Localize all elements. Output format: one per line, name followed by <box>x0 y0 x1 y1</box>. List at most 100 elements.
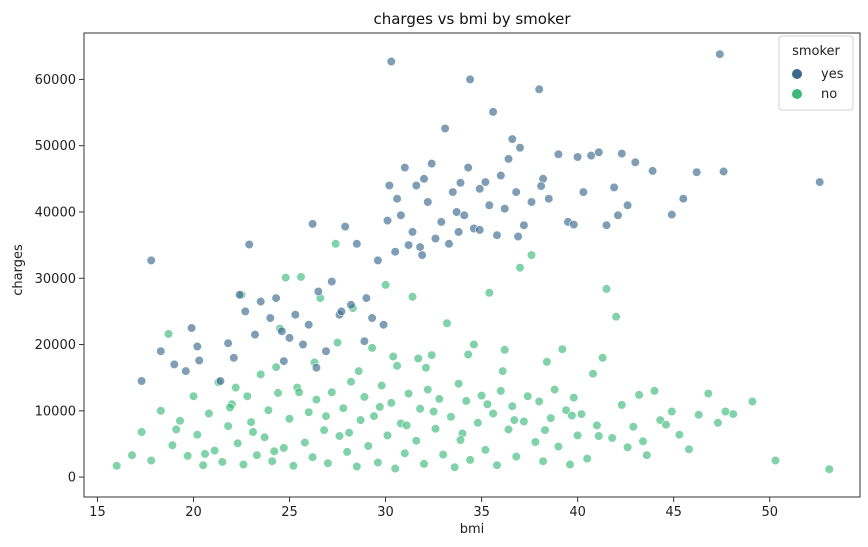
data-point-no <box>542 357 552 367</box>
data-point-yes <box>192 341 202 352</box>
data-point-yes <box>718 166 729 177</box>
data-point-yes <box>503 154 514 164</box>
data-point-no <box>523 391 533 401</box>
data-point-no <box>511 452 521 462</box>
data-point-no <box>482 399 493 409</box>
data-point-yes <box>475 225 485 235</box>
data-point-no <box>373 457 383 468</box>
data-point-no <box>342 447 352 457</box>
legend-marker-yes <box>792 69 802 79</box>
data-point-no <box>442 318 452 328</box>
data-point-yes <box>630 157 640 167</box>
data-point-yes <box>452 207 462 217</box>
data-point-no <box>242 391 252 401</box>
data-point-no <box>463 349 473 360</box>
data-point-no <box>321 411 331 421</box>
data-point-no <box>323 458 333 468</box>
data-point-yes <box>511 187 521 197</box>
x-tick-label: 40 <box>569 505 586 520</box>
data-point-yes <box>400 163 410 173</box>
data-point-no <box>530 437 541 447</box>
data-point-yes <box>430 233 441 244</box>
data-point-no <box>747 396 758 407</box>
data-point-no <box>167 440 177 450</box>
legend-label-yes: yes <box>821 67 844 82</box>
data-point-no <box>473 418 483 428</box>
data-point-yes <box>407 227 418 237</box>
data-point-yes <box>647 166 658 176</box>
data-point-yes <box>417 250 427 260</box>
data-point-no <box>331 239 341 249</box>
data-point-yes <box>137 376 147 386</box>
data-point-no <box>269 446 279 456</box>
data-point-no <box>198 460 208 470</box>
data-point-yes <box>544 194 554 204</box>
data-point-yes <box>308 219 318 229</box>
data-point-no <box>238 459 248 470</box>
data-point-yes <box>392 194 402 204</box>
data-point-yes <box>373 255 383 266</box>
data-point-no <box>588 369 598 379</box>
data-point-no <box>363 441 373 451</box>
data-point-yes <box>617 149 627 159</box>
data-point-yes <box>379 320 389 330</box>
data-point-no <box>594 431 604 441</box>
data-point-no <box>415 404 425 414</box>
data-point-no <box>231 383 241 393</box>
data-point-yes <box>419 174 429 184</box>
data-point-yes <box>572 152 583 162</box>
data-point-no <box>256 369 266 380</box>
data-point-no <box>375 402 385 412</box>
data-point-yes <box>346 300 356 310</box>
data-point-yes <box>488 107 498 117</box>
data-point-yes <box>534 84 544 94</box>
data-point-no <box>338 403 348 413</box>
data-point-yes <box>427 159 437 169</box>
data-point-yes <box>448 187 458 197</box>
data-point-no <box>582 454 592 464</box>
data-point-no <box>455 435 466 445</box>
data-point-yes <box>223 338 233 348</box>
data-point-yes <box>194 355 204 366</box>
x-axis-label: bmi <box>460 522 485 537</box>
data-point-no <box>163 329 174 339</box>
data-point-no <box>553 442 564 452</box>
data-point-no <box>217 457 227 467</box>
data-point-no <box>661 420 671 430</box>
data-point-yes <box>404 240 414 250</box>
data-point-yes <box>423 197 433 207</box>
data-point-yes <box>496 170 506 181</box>
data-point-no <box>392 361 402 371</box>
data-point-yes <box>415 242 425 252</box>
data-point-yes <box>667 210 677 220</box>
data-point-yes <box>240 306 250 317</box>
data-point-no <box>592 420 602 431</box>
data-point-yes <box>507 134 517 144</box>
data-point-yes <box>327 277 337 287</box>
data-point-no <box>388 351 398 362</box>
data-point-yes <box>311 363 322 373</box>
data-point-yes <box>613 210 623 220</box>
data-point-no <box>367 343 377 353</box>
data-point-no <box>346 377 356 387</box>
y-tick-label: 0 <box>68 471 76 486</box>
data-point-no <box>824 464 834 474</box>
data-point-no <box>413 353 423 364</box>
data-point-no <box>146 455 156 466</box>
data-point-yes <box>384 180 395 191</box>
data-point-no <box>359 392 370 402</box>
data-point-no <box>538 456 548 466</box>
data-point-no <box>576 409 587 419</box>
data-point-no <box>628 422 638 432</box>
data-point-no <box>611 312 621 322</box>
data-point-no <box>281 273 291 283</box>
data-point-no <box>400 448 410 458</box>
data-point-no <box>404 389 414 399</box>
data-point-yes <box>519 220 529 230</box>
data-point-yes <box>359 336 370 346</box>
data-point-no <box>569 393 579 403</box>
data-point-yes <box>594 147 604 157</box>
data-point-no <box>300 438 310 448</box>
data-point-yes <box>440 123 450 134</box>
data-point-no <box>500 345 510 355</box>
